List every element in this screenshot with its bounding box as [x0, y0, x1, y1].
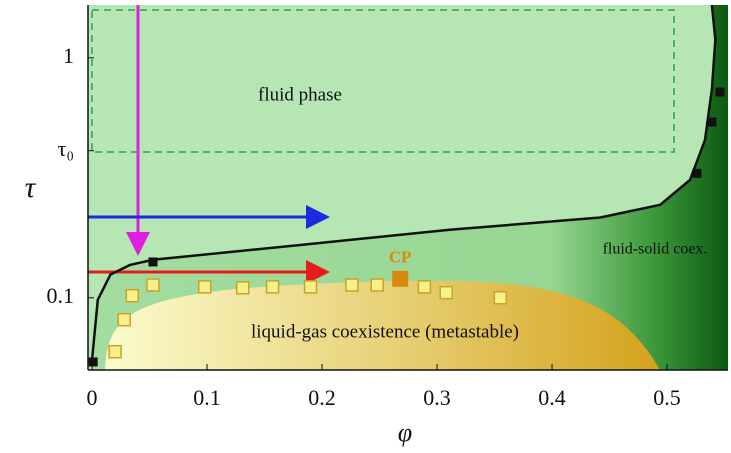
annotation: fluid phase — [258, 84, 342, 105]
x-tick-label: 0.2 — [308, 385, 336, 410]
solid-region — [92, 5, 729, 370]
x-tick-label: 0 — [87, 385, 98, 410]
x-tick-label: 0.1 — [193, 385, 221, 410]
critical-point — [392, 270, 409, 287]
coexistence-point — [439, 285, 453, 300]
boundary-marker — [707, 117, 717, 127]
annotation: fluid-solid coex. — [603, 241, 708, 258]
coexistence-point — [117, 312, 131, 327]
liquid-gas-region — [105, 280, 660, 370]
dashed-box — [91, 9, 675, 153]
critical-point-label: CP — [389, 248, 412, 267]
coexistence-point — [146, 278, 160, 292]
x-axis-label: φ — [398, 418, 412, 447]
coexistence-point — [345, 278, 359, 292]
coexistence-point — [417, 280, 432, 294]
y-tick-label: 1 — [63, 43, 74, 68]
coexistence-point — [370, 278, 384, 292]
coexistence-point — [303, 280, 318, 294]
x-tick-label: 0.4 — [538, 385, 566, 410]
y-tick-label: 0.1 — [47, 283, 75, 308]
coexistence-point — [108, 344, 122, 359]
coexistence-point — [235, 281, 250, 295]
coexistence-point — [493, 291, 508, 305]
boundary-marker — [715, 87, 725, 97]
y-axis-label: τ — [25, 171, 37, 204]
annotation: liquid-gas coexistence (metastable) — [251, 321, 519, 342]
coexistence-point — [125, 288, 140, 303]
x-tick-label: 0.5 — [653, 385, 681, 410]
boundary-marker — [88, 357, 98, 367]
region-layer — [92, 5, 729, 370]
boundary-line — [90, 4, 717, 361]
coexistence-point — [265, 280, 280, 294]
boundary-marker — [692, 168, 702, 178]
coexistence-point — [197, 280, 212, 294]
x-tick-label: 0.3 — [423, 385, 451, 410]
boundary-marker — [148, 257, 158, 267]
y-tick-label: τ₀ — [57, 136, 74, 161]
